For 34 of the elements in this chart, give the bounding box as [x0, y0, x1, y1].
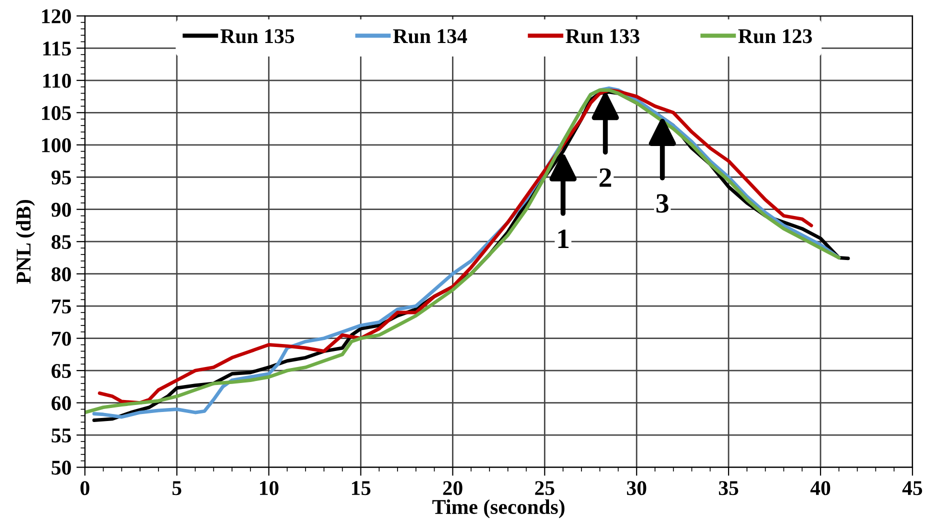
y-tick-label: 65	[52, 364, 71, 378]
y-tick-label: 70	[52, 332, 71, 346]
y-tick-label: 55	[52, 428, 71, 442]
legend-label: Run 134	[393, 29, 468, 44]
legend-label: Run 123	[738, 29, 812, 44]
legend-label: Run 133	[566, 29, 640, 44]
y-tick-label: 120	[42, 9, 71, 24]
x-tick-label: 30	[626, 481, 646, 496]
annotation: 3	[656, 194, 668, 213]
y-tick-label: 85	[52, 234, 71, 250]
y-axis-title: PNL (dB)	[16, 200, 35, 284]
x-tick-label: 35	[718, 481, 738, 496]
y-tick-label: 60	[52, 396, 71, 410]
x-axis-title: Time (seconds)	[432, 499, 564, 518]
annotation: 2	[600, 168, 612, 187]
y-tick-label: 80	[52, 267, 71, 282]
x-tick-label: 45	[902, 481, 922, 496]
y-tick-label: 110	[43, 74, 71, 88]
x-tick-label: 25	[535, 481, 554, 496]
annotation: 1	[558, 230, 569, 248]
x-tick-label: 40	[810, 481, 830, 496]
x-tick-label: 15	[352, 481, 370, 496]
y-tick-label: 100	[42, 138, 71, 152]
y-tick-label: 75	[52, 300, 71, 314]
y-tick-label: 50	[52, 460, 71, 475]
x-tick-label: 10	[260, 481, 278, 496]
legend-label: Run 135	[220, 29, 294, 44]
x-tick-label: 5	[172, 481, 182, 496]
x-tick-label: 20	[443, 481, 462, 496]
x-tick-label: 0	[80, 481, 90, 496]
y-tick-label: 105	[42, 106, 71, 120]
y-tick-label: 90	[51, 202, 71, 217]
y-tick-label: 115	[43, 42, 71, 56]
y-tick-label: 95	[51, 170, 71, 185]
